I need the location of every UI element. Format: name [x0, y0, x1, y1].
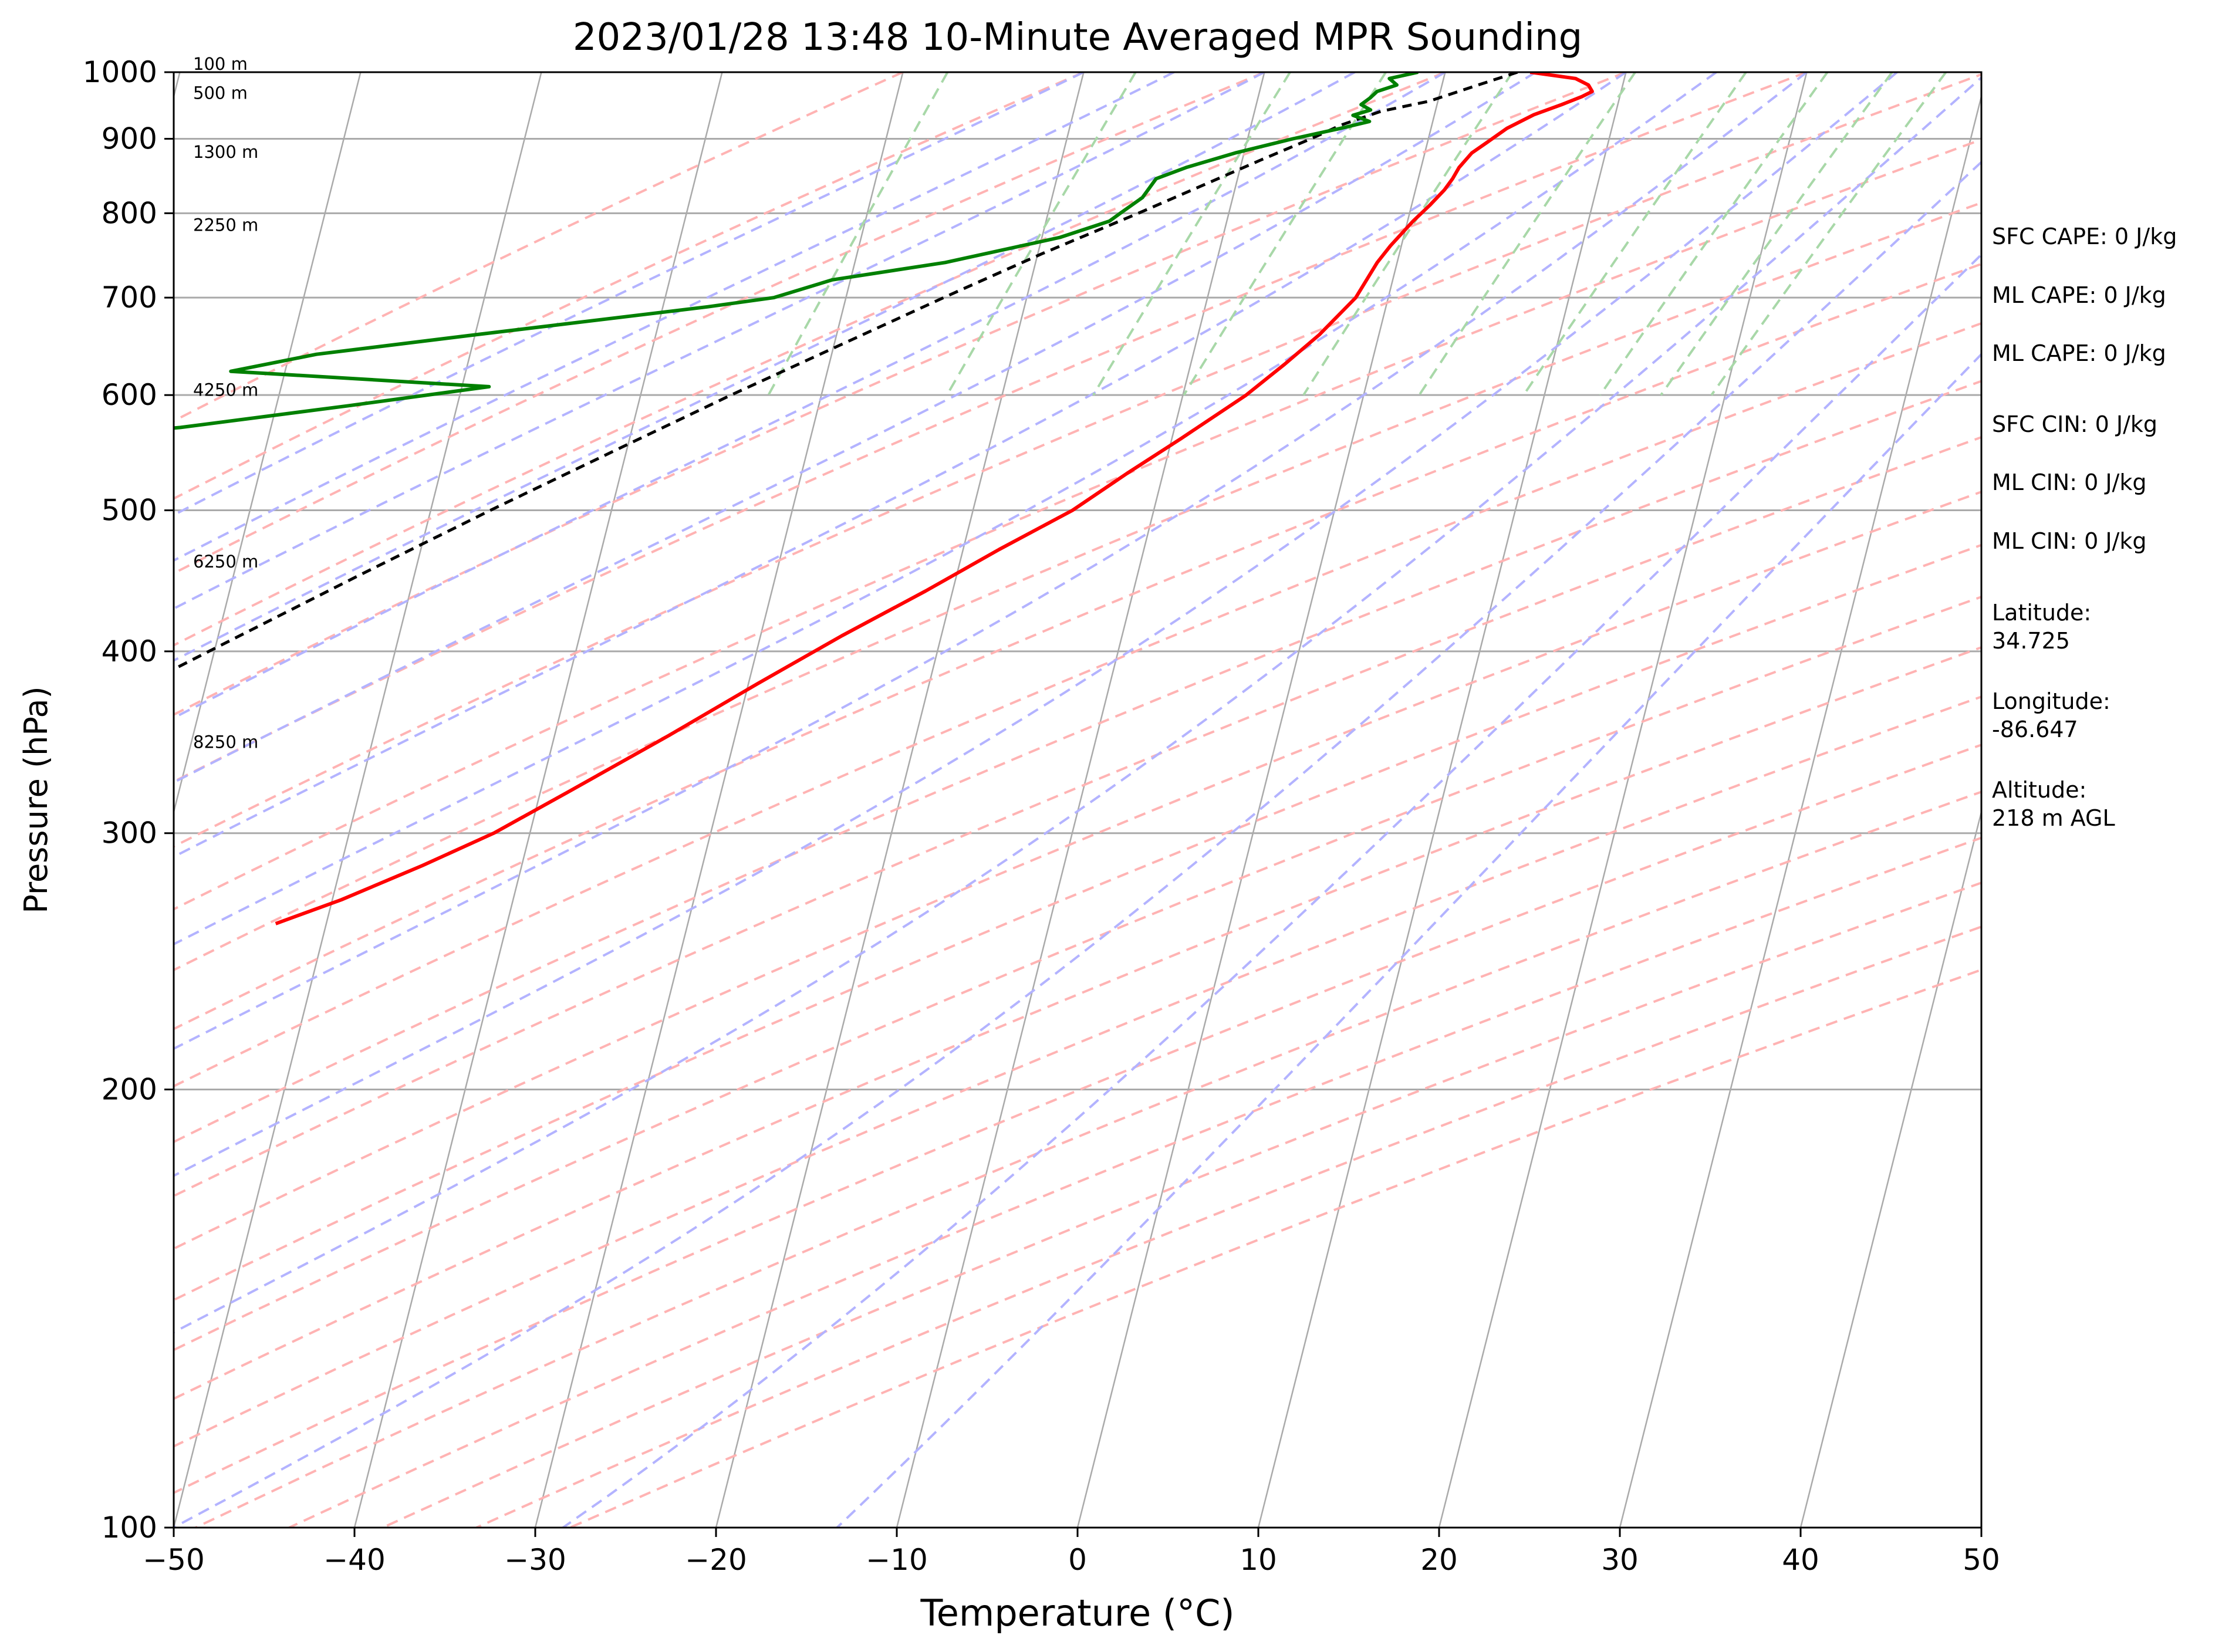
isotherm-line: [896, 72, 1265, 1528]
moist-adiabat-line: [174, 72, 1085, 516]
stat-altitude: Altitude: 218 m AGL: [1992, 777, 2115, 831]
mixing-ratio-line: [767, 72, 949, 396]
stat-ml-cin-2: ML CIN: 0 J/kg: [1992, 528, 2147, 554]
mixing-ratio-line: [1183, 72, 1387, 396]
y-tick-label: 1000: [83, 55, 157, 89]
moist-adiabat-line: [174, 160, 1981, 1528]
height-label: 4250 m: [193, 380, 258, 400]
mixing-ratio-line: [1660, 72, 1893, 396]
moist-adiabat-line: [174, 72, 1446, 719]
dry-adiabat-line: [174, 72, 1085, 500]
stat-ml-cape: ML CAPE: 0 J/kg: [1992, 282, 2166, 308]
dry-adiabat-line: [174, 435, 1981, 1198]
x-tick-label: 10: [1240, 1543, 1277, 1577]
isotherm-line: [1076, 72, 1446, 1528]
mixing-ratio-line: [1418, 72, 1636, 396]
isotherm-line: [1799, 809, 1981, 1528]
x-tick-label: −20: [685, 1543, 747, 1577]
height-label: 1300 m: [193, 142, 258, 162]
mixing-ratio-line: [1599, 72, 1829, 396]
stat-sfc-cin: SFC CIN: 0 J/kg: [1992, 411, 2158, 437]
moist-adiabat-line: [174, 72, 1717, 946]
stat-sfc-cape: SFC CAPE: 0 J/kg: [1992, 224, 2177, 249]
moist-adiabat-line: [562, 253, 1981, 1528]
stat-ml-cape-2: ML CAPE: 0 J/kg: [1992, 340, 2166, 366]
dry-adiabat-line: [174, 595, 1981, 1352]
moist-adiabat-line: [174, 76, 1981, 1334]
height-label: 100 m: [193, 54, 248, 74]
dry-adiabat-line: [174, 543, 1981, 1302]
moist-adiabat-line: [174, 72, 1808, 1050]
y-tick-label: 800: [102, 196, 157, 230]
dry-adiabat-line: [174, 138, 1981, 911]
dry-adiabat-line: [174, 490, 1981, 1251]
x-axis-label: Temperature (°C): [920, 1592, 1234, 1634]
isotherm-line: [534, 72, 904, 1528]
isotherm-line: [1619, 93, 1981, 1528]
stat-latitude: Latitude: 34.725: [1992, 600, 2092, 654]
x-tick-label: 30: [1601, 1543, 1639, 1577]
temperature-profile: [275, 72, 1594, 925]
height-label: 500 m: [193, 83, 248, 103]
x-tick-label: 0: [1068, 1543, 1087, 1577]
mixing-ratio-line: [1710, 72, 1947, 396]
chart-title: 2023/01/28 13:48 10-Minute Averaged MPR …: [573, 16, 1582, 59]
dry-adiabat-line: [174, 646, 1981, 1400]
dewpoint-profile: [174, 72, 1419, 430]
dry-adiabat-line: [174, 72, 1808, 783]
dry-adiabat-line: [174, 380, 1981, 1144]
dry-adiabat-line: [174, 695, 1981, 1448]
moist-adiabat-line: [174, 72, 1265, 610]
x-tick-label: −10: [866, 1543, 928, 1577]
y-tick-label: 400: [102, 634, 157, 668]
isotherm-line: [174, 72, 542, 1528]
dry-adiabat-line: [195, 790, 1981, 1528]
y-tick-label: 500: [102, 494, 157, 528]
dry-adiabat-line: [288, 836, 1981, 1528]
x-tick-label: −50: [143, 1543, 205, 1577]
height-label: 6250 m: [193, 552, 258, 572]
isotherm-line: [715, 72, 1085, 1528]
mixing-ratio-line: [1522, 72, 1747, 396]
dry-adiabat-line: [174, 201, 1981, 972]
dry-adiabat-line: [382, 881, 1981, 1528]
stat-longitude: Longitude: -86.647: [1992, 688, 2110, 742]
stat-ml-cin: ML CIN: 0 J/kg: [1992, 469, 2147, 495]
x-tick-label: 50: [1963, 1543, 2000, 1577]
mixing-ratio-line: [1302, 72, 1514, 396]
dry-adiabat-line: [174, 744, 1981, 1495]
y-tick-label: 300: [102, 816, 157, 850]
y-tick-label: 600: [102, 378, 157, 412]
moist-adiabat-line: [174, 72, 1627, 859]
dry-adiabat-line: [174, 72, 1446, 647]
parcel-profile: [174, 72, 1518, 671]
dry-adiabat-line: [174, 73, 1981, 848]
isotherm-line: [1438, 72, 1808, 1528]
y-tick-label: 900: [102, 121, 157, 156]
x-tick-label: −30: [504, 1543, 566, 1577]
isotherm-line: [1257, 72, 1627, 1528]
y-axis-label: Pressure (hPa): [18, 686, 55, 913]
moist-adiabat-line: [174, 72, 1175, 562]
height-label: 2250 m: [193, 215, 258, 235]
x-tick-label: 40: [1782, 1543, 1819, 1577]
dry-adiabat-line: [174, 322, 1981, 1088]
dry-adiabat-line: [475, 925, 1981, 1528]
x-tick-label: 20: [1420, 1543, 1458, 1577]
y-tick-label: 200: [102, 1072, 157, 1106]
isotherm-line: [174, 72, 362, 815]
dry-adiabat-line: [174, 72, 1265, 575]
moist-adiabat-line: [836, 352, 1981, 1528]
y-tick-label: 100: [102, 1511, 157, 1545]
moist-adiabat-line: [174, 72, 1898, 1177]
moist-adiabat-line: [174, 72, 1356, 662]
dry-adiabat-line: [174, 72, 904, 423]
moist-adiabat-line: [174, 72, 1537, 784]
x-tick-label: −40: [323, 1543, 386, 1577]
height-label: 8250 m: [193, 732, 258, 752]
y-tick-label: 700: [102, 281, 157, 315]
